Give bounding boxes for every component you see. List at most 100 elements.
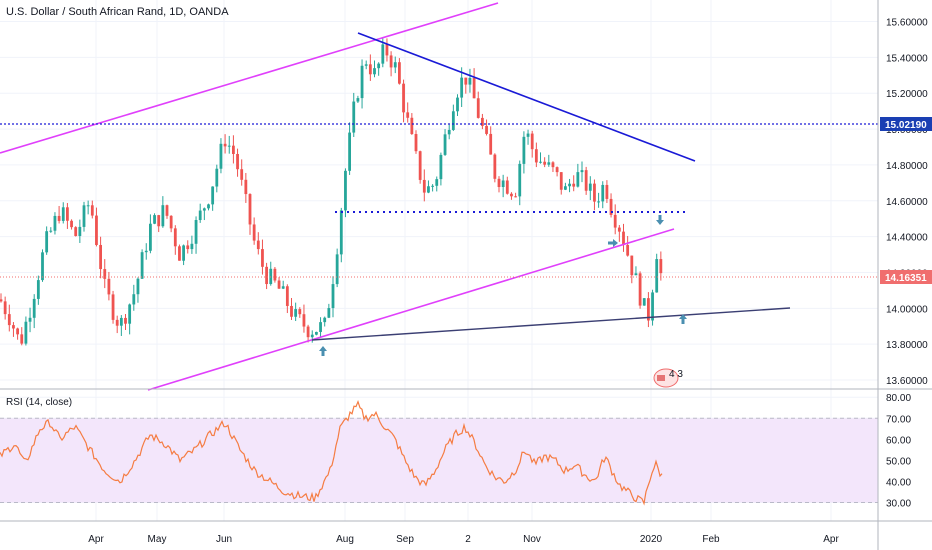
rsi-axis[interactable]: 30.00 40.00 50.00 60.00 70.00 80.00	[886, 393, 911, 509]
candle	[24, 316, 28, 346]
candle	[28, 307, 32, 333]
candle	[568, 178, 571, 193]
time-tick-label: May	[148, 534, 167, 545]
candle	[617, 224, 621, 242]
time-tick-label: Feb	[702, 534, 720, 545]
candle	[269, 261, 273, 286]
candle	[510, 192, 513, 200]
time-tick-label: 2020	[640, 534, 663, 545]
candle	[3, 296, 7, 320]
chart-title: U.S. Dollar / South African Rand, 1D, OA…	[6, 6, 229, 18]
candle	[132, 284, 136, 311]
rsi-tick-label: 50.00	[886, 456, 911, 467]
candle	[427, 180, 430, 194]
candle	[327, 303, 331, 319]
candle	[451, 104, 455, 132]
candle	[547, 154, 551, 167]
trend-drawings: 4 3	[0, 2, 878, 391]
candle	[626, 235, 630, 257]
candle	[256, 232, 260, 255]
event-badge-text: 4 3	[669, 369, 683, 380]
candle	[186, 240, 190, 254]
candle	[290, 298, 293, 321]
candle	[518, 160, 522, 206]
candle	[49, 227, 53, 233]
price-axis[interactable]: 13.6000013.8000014.0000014.2000014.40000…	[886, 18, 928, 388]
candle	[373, 60, 376, 78]
rsi-tick-label: 60.00	[886, 435, 911, 446]
economic-event-badge[interactable]: 4 3	[653, 368, 683, 388]
candle	[406, 102, 410, 123]
candle	[439, 152, 443, 186]
candle	[281, 280, 285, 290]
candle	[306, 324, 310, 343]
candle	[389, 51, 393, 77]
candle	[543, 157, 547, 168]
candle	[74, 226, 78, 237]
indicator-label: RSI (14, close)	[6, 397, 72, 408]
price-tick-label: 14.80000	[886, 161, 928, 172]
candle	[82, 201, 86, 232]
candle	[161, 196, 165, 228]
candle	[514, 192, 517, 198]
candle	[12, 322, 15, 337]
candle	[0, 293, 3, 303]
candle	[476, 91, 480, 119]
candle	[57, 205, 61, 224]
candle	[530, 130, 534, 158]
candle	[659, 251, 663, 281]
candle	[285, 284, 289, 314]
time-tick-label: Sep	[396, 534, 414, 545]
candle	[70, 219, 73, 230]
candle	[236, 148, 239, 177]
candle	[182, 244, 185, 266]
candle	[20, 327, 24, 346]
upper-channel-line[interactable]	[0, 2, 499, 154]
candle	[90, 200, 94, 219]
candle	[331, 276, 335, 318]
candle	[472, 68, 476, 99]
candle	[32, 294, 36, 329]
candle	[605, 180, 609, 204]
descending-resistance-line[interactable]	[357, 32, 696, 162]
candle	[360, 59, 364, 109]
candle	[323, 316, 327, 327]
candle	[368, 54, 372, 81]
candle	[124, 314, 127, 331]
candle	[144, 243, 148, 260]
price-tick-label: 13.80000	[886, 340, 928, 351]
candle	[642, 298, 646, 306]
candle	[651, 289, 654, 326]
candle	[277, 277, 281, 289]
candle	[460, 67, 464, 107]
candle	[190, 235, 194, 254]
candle	[119, 315, 123, 336]
candle	[219, 138, 223, 174]
candle	[273, 266, 277, 283]
price-tick-label: 15.40000	[886, 53, 928, 64]
candle	[165, 204, 169, 219]
candle	[447, 124, 451, 140]
lower-channel-line[interactable]	[147, 228, 675, 391]
candle	[580, 161, 584, 183]
candle	[443, 129, 447, 156]
candle	[215, 164, 219, 193]
candle	[61, 202, 65, 224]
time-axis[interactable]: Apr May Jun Aug Sep 2 Nov 2020 Feb Apr	[88, 534, 839, 545]
candle	[335, 248, 339, 288]
candle	[647, 292, 650, 328]
candle	[534, 142, 538, 168]
support-trend-line[interactable]	[311, 307, 791, 341]
candle	[78, 219, 82, 243]
rsi-tick-label: 40.00	[886, 477, 911, 488]
candle	[393, 56, 397, 74]
candle	[402, 79, 405, 123]
candle	[431, 184, 434, 192]
time-tick-label: Aug	[336, 534, 354, 545]
candle	[356, 95, 360, 103]
candle	[352, 92, 356, 138]
candle	[265, 262, 268, 290]
candle	[414, 130, 418, 154]
candle	[7, 304, 11, 332]
